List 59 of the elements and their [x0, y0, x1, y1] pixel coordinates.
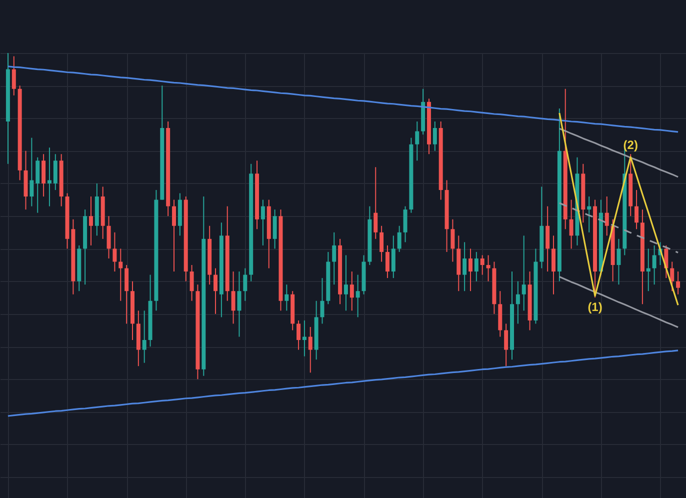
candlestick	[450, 218, 455, 262]
candlestick	[504, 323, 508, 367]
candlestick	[546, 206, 550, 272]
candlestick	[522, 235, 526, 312]
candlestick	[42, 154, 46, 198]
candlestick	[118, 248, 123, 302]
candlestick	[30, 137, 34, 207]
candlestick	[468, 248, 472, 292]
candlestick	[190, 264, 194, 302]
candlestick	[350, 271, 354, 312]
candlestick	[646, 248, 650, 292]
candlestick	[676, 271, 680, 295]
candlestick	[415, 120, 420, 162]
candlestick	[284, 284, 289, 312]
candlestick	[516, 280, 520, 324]
candlestick	[474, 251, 478, 282]
candlestick	[36, 156, 40, 214]
candlestick	[616, 238, 621, 286]
candlestick	[634, 189, 639, 230]
candlestick	[12, 56, 16, 96]
candlestick	[47, 147, 52, 207]
candlestick	[385, 244, 390, 279]
candlestick	[380, 225, 384, 262]
candlestick	[486, 254, 490, 282]
candlestick	[88, 196, 93, 246]
candlestick	[320, 278, 324, 324]
candlestick	[356, 274, 360, 318]
candlestick	[124, 264, 129, 324]
candlestick	[214, 268, 218, 314]
candlestick	[142, 310, 146, 364]
candlestick	[112, 232, 117, 272]
candlestick	[332, 232, 336, 286]
candlestick	[172, 199, 176, 272]
candlestick	[432, 120, 437, 152]
candlestick	[231, 271, 236, 324]
candlestick	[604, 196, 609, 236]
candlestick	[552, 235, 556, 295]
candlestick	[397, 225, 402, 252]
candlestick	[302, 320, 306, 357]
annotation: (2)	[623, 138, 638, 152]
candlestick	[391, 235, 396, 279]
annotation: (1)	[588, 300, 602, 314]
candlestick	[308, 326, 312, 374]
candlestick	[652, 244, 656, 286]
candlestick	[237, 271, 242, 338]
candlestick	[260, 199, 265, 246]
candlestick	[374, 166, 378, 240]
candlestick	[569, 199, 574, 250]
candlestick	[344, 254, 348, 312]
candlestick	[462, 242, 467, 292]
candlestick	[587, 196, 592, 233]
candlestick	[670, 261, 674, 292]
candlestick	[296, 320, 301, 350]
candlestick	[243, 268, 248, 302]
candlestick	[106, 216, 111, 259]
candlestick	[53, 154, 58, 190]
candlestick	[480, 254, 484, 276]
candlestick	[272, 209, 277, 250]
candlestick	[403, 206, 408, 243]
